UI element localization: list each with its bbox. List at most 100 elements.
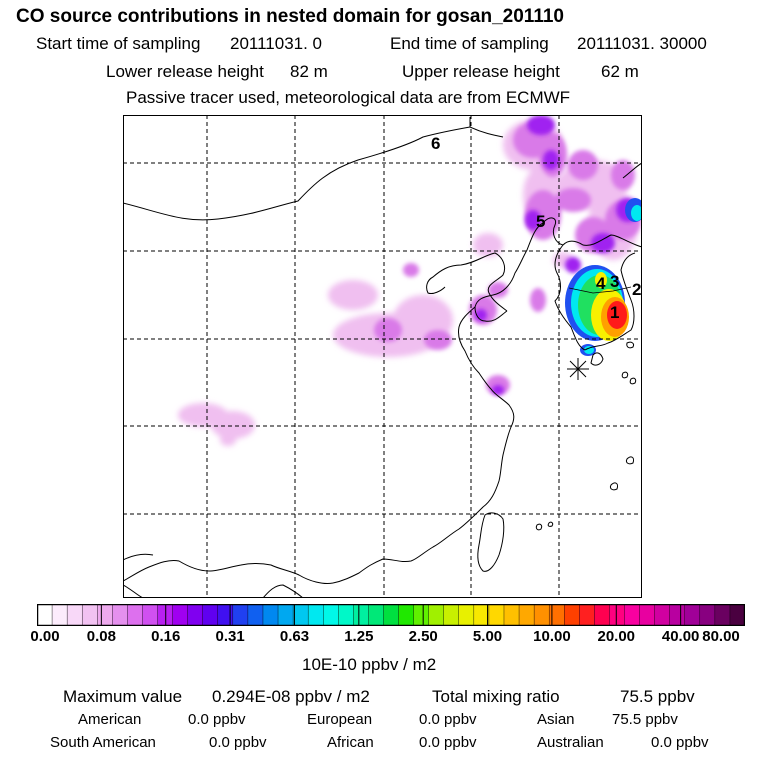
colorbar-unit: 10E-10 ppbv / m2 <box>302 655 437 674</box>
region-value-african: 0.0 ppbv <box>419 734 477 751</box>
colorbar-cell <box>81 604 98 626</box>
total-mixing-value: 75.5 ppbv <box>620 687 695 706</box>
end-time-value: 20111031. 30000 <box>577 34 707 53</box>
lower-height-label: Lower release height <box>106 62 264 81</box>
colorbar-cell <box>368 604 384 626</box>
colorbar-tick-label: 0.63 <box>279 628 310 645</box>
plume-layer <box>178 115 642 446</box>
plume-red <box>607 301 627 329</box>
colorbar-cell <box>533 604 550 626</box>
coastlines <box>123 117 642 598</box>
receptor-star-marker <box>567 358 589 380</box>
colorbar-cell <box>37 604 53 626</box>
start-time-value: 20111031. 0 <box>230 34 323 53</box>
colorbar-cell <box>473 604 490 626</box>
colorbar-cell <box>142 604 159 626</box>
colorbar-tick-label: 2.50 <box>408 628 438 645</box>
colorbar-cell <box>262 604 279 626</box>
region-name-african: African <box>327 734 374 751</box>
colorbar-cell <box>428 604 445 626</box>
colorbar-cell <box>443 604 460 626</box>
colorbar-cell <box>383 604 400 626</box>
colorbar-cell <box>217 604 234 626</box>
colorbar-tick-label: 0.08 <box>86 628 116 645</box>
upper-height-label: Upper release height <box>402 62 560 81</box>
end-time-label: End time of sampling <box>390 34 549 53</box>
region-name-australian: Australian <box>537 734 604 751</box>
region-name-american: American <box>78 711 142 728</box>
map-panel: 1 2 3 4 5 6 <box>123 115 642 598</box>
total-mixing-label: Total mixing ratio <box>432 687 560 706</box>
lower-height-value: 82 m <box>290 62 328 81</box>
colorbar-cell <box>247 604 264 626</box>
gridlines <box>123 115 642 598</box>
colorbar-cell <box>579 604 595 626</box>
region-borders <box>568 286 632 294</box>
upper-height-value: 62 m <box>601 62 639 81</box>
number-label-3: 3 <box>610 272 619 291</box>
colorbar-tick-label: 0.31 <box>215 628 245 645</box>
plot-title: CO source contributions in nested domain… <box>16 6 564 27</box>
colorbar <box>37 604 745 626</box>
colorbar-cell <box>699 604 716 626</box>
region-value-american: 0.0 ppbv <box>188 711 246 728</box>
colorbar-cell <box>398 604 415 626</box>
region-value-australian: 0.0 ppbv <box>651 734 709 751</box>
region-name-asian: Asian <box>537 711 575 728</box>
colorbar-cell <box>292 604 309 626</box>
colorbar-cell <box>518 604 535 626</box>
colorbar-cell <box>277 604 294 626</box>
number-label-1: 1 <box>610 303 619 322</box>
colorbar-tick-label: 0.00 <box>30 628 60 645</box>
number-label-4: 4 <box>596 274 606 293</box>
region-value-european: 0.0 ppbv <box>419 711 477 728</box>
max-value-label: Maximum value <box>63 687 183 706</box>
colorbar-cell <box>307 604 324 626</box>
number-label-6: 6 <box>431 134 440 153</box>
trajectory-number-labels: 1 2 3 4 5 6 <box>431 134 641 322</box>
colorbar-major-ticks <box>37 604 745 626</box>
colorbar-cell <box>187 604 204 626</box>
colorbar-cell <box>66 604 83 626</box>
colorbar-cell <box>157 604 174 626</box>
colorbar-cell <box>338 604 354 626</box>
colorbar-cell <box>654 604 671 626</box>
colorbar-tick-label: 80.00 <box>702 628 740 645</box>
region-value-asian: 75.5 ppbv <box>612 711 678 728</box>
colorbar-cells <box>37 604 745 626</box>
colorbar-cell <box>458 604 475 626</box>
colorbar-tick-label: 20.00 <box>597 628 636 645</box>
colorbar-frame <box>37 604 745 626</box>
number-label-2: 2 <box>632 280 641 299</box>
max-value: 0.294E-08 ppbv / m2 <box>212 687 370 706</box>
map-frame <box>123 115 642 598</box>
colorbar-cell <box>503 604 520 626</box>
colorbar-cell <box>172 604 189 626</box>
colorbar-cell <box>323 604 339 626</box>
colorbar-cell <box>202 604 219 626</box>
colorbar-cell <box>127 604 143 626</box>
colorbar-cell <box>51 604 68 626</box>
region-name-south-american: South American <box>50 734 156 751</box>
region-value-south-american: 0.0 ppbv <box>209 734 267 751</box>
colorbar-cell <box>669 604 686 626</box>
colorbar-tick-label: 5.00 <box>472 628 503 645</box>
colorbar-cell <box>564 604 580 626</box>
colorbar-tick-label: 1.25 <box>344 628 374 645</box>
region-name-european: European <box>307 711 373 728</box>
colorbar-cell <box>413 604 430 626</box>
colorbar-cell <box>624 604 641 626</box>
colorbar-cell <box>684 604 701 626</box>
colorbar-cell <box>729 604 745 626</box>
start-time-label: Start time of sampling <box>36 34 201 53</box>
colorbar-cell <box>488 604 505 626</box>
number-label-5: 5 <box>536 212 545 231</box>
colorbar-cell <box>97 604 113 626</box>
tracer-note: Passive tracer used, meteorological data… <box>126 88 571 107</box>
colorbar-tick-label: 40.00 <box>661 628 700 645</box>
colorbar-cell <box>112 604 128 626</box>
colorbar-cell <box>232 604 249 626</box>
colorbar-cell <box>609 604 625 626</box>
colorbar-cell <box>639 604 656 626</box>
colorbar-cell <box>594 604 610 626</box>
